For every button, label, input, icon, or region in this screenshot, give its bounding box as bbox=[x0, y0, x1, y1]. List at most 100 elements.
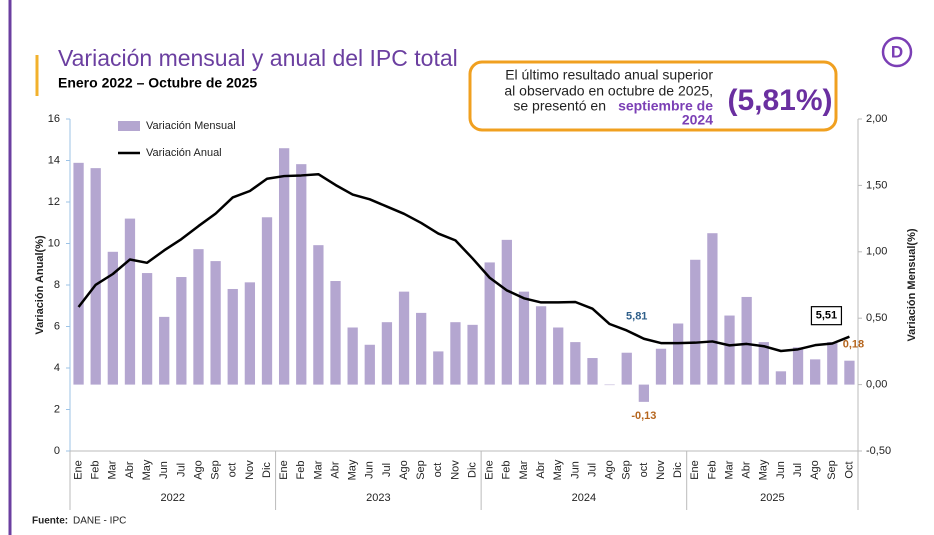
x-tick-label: Jun bbox=[569, 461, 581, 479]
x-tick-label: Ene bbox=[484, 460, 496, 480]
y-tick-label: 6 bbox=[54, 320, 60, 332]
x-tick-label: Ago bbox=[809, 460, 821, 480]
chart-subtitle: Enero 2022 – Octubre de 2025 bbox=[58, 75, 257, 91]
bar bbox=[535, 306, 547, 385]
x-tick-label: May bbox=[758, 459, 770, 480]
bar bbox=[638, 384, 650, 402]
bar bbox=[433, 351, 444, 385]
bar bbox=[724, 315, 735, 385]
x-tick-label: Feb bbox=[90, 461, 102, 480]
bar bbox=[330, 281, 341, 385]
bar bbox=[416, 312, 427, 385]
x-tick-label: Mar bbox=[107, 460, 119, 479]
bar bbox=[398, 291, 410, 385]
x-tick-label: oct bbox=[227, 463, 239, 478]
bar bbox=[107, 251, 118, 385]
x-tick-label: May bbox=[552, 459, 564, 480]
source-label: Fuente: bbox=[32, 516, 68, 527]
bar bbox=[176, 277, 187, 385]
x-tick-label: Mar bbox=[518, 460, 530, 479]
annotation-text: El último resultado anual superior bbox=[505, 67, 713, 83]
bar bbox=[518, 291, 530, 385]
x-tick-label: Ago bbox=[604, 460, 616, 480]
x-tick-label: Dic bbox=[261, 462, 273, 478]
bar bbox=[621, 352, 632, 385]
bar bbox=[313, 245, 324, 385]
x-tick-label: Abr bbox=[741, 461, 753, 478]
x-tick-label: Ago bbox=[398, 460, 410, 480]
data-label: 5,51 bbox=[816, 310, 837, 322]
line bbox=[77, 172, 850, 353]
bar bbox=[193, 249, 204, 385]
year-label: 2022 bbox=[161, 492, 185, 504]
x-tick-label: Ene bbox=[689, 460, 701, 480]
bar bbox=[672, 323, 684, 385]
y2-tick-label: -0,50 bbox=[866, 445, 891, 457]
bar bbox=[73, 162, 84, 385]
bar bbox=[587, 358, 598, 385]
y-tick-label: 10 bbox=[48, 237, 60, 249]
bar bbox=[775, 371, 787, 385]
bar bbox=[450, 322, 461, 385]
x-tick-label: May bbox=[141, 459, 153, 480]
annotation-value: (5,81%) bbox=[727, 84, 832, 117]
y-tick-label: 0 bbox=[54, 445, 60, 457]
x-tick-label: Feb bbox=[706, 461, 718, 480]
x-tick-label: Jun bbox=[364, 461, 376, 479]
x-tick-label: Nov bbox=[655, 460, 667, 480]
bar bbox=[467, 324, 478, 385]
bar bbox=[792, 347, 804, 385]
y2-tick-label: 1,50 bbox=[866, 179, 887, 191]
x-tick-label: Sep bbox=[621, 460, 633, 480]
x-tick-label: oct bbox=[432, 463, 444, 478]
annotation-box bbox=[468, 60, 838, 132]
bar bbox=[741, 296, 752, 385]
y-tick-label: 8 bbox=[54, 279, 60, 291]
logo: D bbox=[891, 42, 903, 61]
x-tick-label: oct bbox=[638, 463, 650, 478]
chart-title: Variación mensual y anual del IPC total bbox=[58, 45, 458, 71]
x-tick-label: Feb bbox=[295, 461, 307, 480]
x-tick-label: Nov bbox=[449, 460, 461, 480]
x-tick-label: Jul bbox=[586, 463, 598, 477]
bar bbox=[844, 360, 855, 385]
bar bbox=[227, 288, 238, 385]
annotation-text: se presentó en bbox=[513, 98, 606, 114]
x-tick-label: Feb bbox=[501, 461, 513, 480]
x-tick-label: Jun bbox=[158, 461, 170, 479]
legend-swatch bbox=[118, 121, 140, 131]
bar bbox=[244, 282, 256, 385]
x-tick-label: Mar bbox=[723, 460, 735, 479]
data-label: 5,81 bbox=[626, 310, 647, 322]
bar bbox=[758, 342, 769, 385]
x-tick-label: Jul bbox=[381, 463, 393, 477]
bar bbox=[604, 384, 615, 386]
bar bbox=[810, 359, 821, 385]
bar bbox=[655, 348, 667, 385]
x-tick-label: Mar bbox=[312, 460, 324, 479]
bar bbox=[210, 261, 221, 385]
bar bbox=[553, 327, 564, 385]
bar bbox=[261, 217, 273, 385]
bar bbox=[124, 218, 136, 385]
y-tick-label: 12 bbox=[48, 196, 60, 208]
legend-label: Variación Mensual bbox=[146, 120, 236, 132]
annotation-text: al observado en octubre de 2025, bbox=[504, 83, 713, 99]
x-tick-label: Ene bbox=[72, 460, 84, 480]
y2-tick-label: 2,00 bbox=[866, 113, 887, 125]
x-tick-label: Oct bbox=[843, 461, 855, 478]
legend-label: Variación Anual bbox=[146, 147, 222, 159]
data-label: 0,18 bbox=[843, 339, 864, 351]
x-tick-label: Jul bbox=[792, 463, 804, 477]
bar bbox=[827, 342, 838, 385]
y2-tick-label: 1,00 bbox=[866, 246, 887, 258]
x-tick-label: Ago bbox=[192, 460, 204, 480]
y-tick-label: 16 bbox=[48, 113, 60, 125]
y-tick-label: 2 bbox=[54, 403, 60, 415]
x-tick-label: Ene bbox=[278, 460, 290, 480]
y-axis-label: Variación Anual(%) bbox=[34, 235, 46, 335]
bar bbox=[90, 168, 101, 385]
y2-tick-label: 0,00 bbox=[866, 379, 887, 391]
bar bbox=[347, 327, 358, 385]
